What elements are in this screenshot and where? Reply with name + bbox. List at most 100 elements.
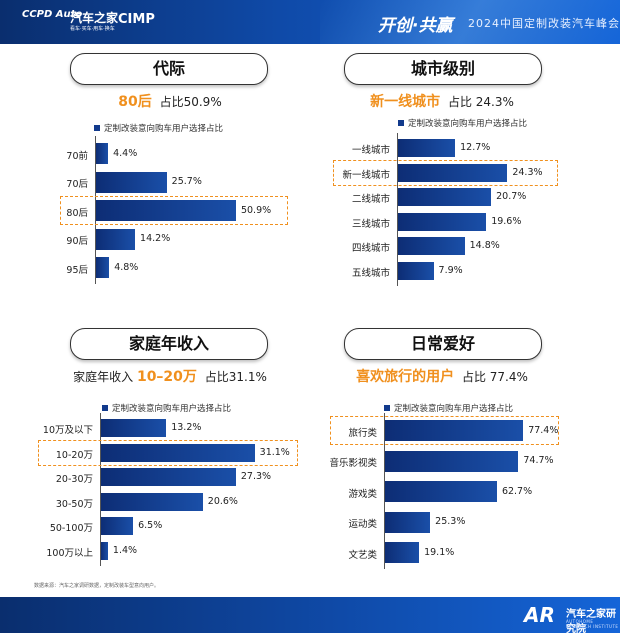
bar: [398, 237, 465, 255]
bar: [398, 212, 487, 231]
bar: [385, 420, 524, 441]
legend-label: 定制改装意向购车用户选择占比: [408, 119, 528, 129]
headline-generation: 80后 占比50.9%: [20, 91, 320, 111]
bar: [398, 261, 434, 280]
legend-swatch: [384, 405, 390, 411]
category-label: 30-50万: [55, 498, 93, 510]
legend-hobby: 定制改装意向购车用户选择占比: [384, 402, 513, 414]
value-label: 20.7%: [496, 191, 527, 202]
chart-axis: [100, 413, 101, 566]
value-label: 13.2%: [171, 422, 202, 433]
panel-title-generation: 代际: [70, 53, 268, 85]
category-label: 20-30万: [55, 474, 93, 485]
bar: [101, 492, 203, 511]
top-banner: CCPD Auto 汽车之家 看车·买车·用车·换车 CIMP 开创·共赢 20…: [0, 0, 620, 44]
value-label: 62.7%: [501, 485, 533, 497]
panel-title-hobby: 日常爱好: [344, 328, 542, 360]
brand-name: 汽车之家研究院: [566, 609, 616, 635]
legend-label: 定制改装意向购车用户选择占比: [394, 404, 514, 414]
category-label: 音乐影视类: [329, 458, 377, 469]
value-label: 19.1%: [424, 546, 455, 558]
category-label: 二线城市: [351, 194, 390, 205]
legend-label: 定制改装意向购车用户选择占比: [112, 404, 232, 414]
category-label: 50-100万: [49, 523, 93, 534]
headline-highlight: 喜欢旅行的用户: [356, 369, 455, 385]
value-label: 25.3%: [435, 516, 466, 527]
legend-swatch: [94, 125, 100, 131]
category-label: 四线城市: [351, 243, 390, 254]
legend-swatch: [102, 405, 108, 411]
brand-mark: AR: [524, 603, 555, 627]
headline-highlight: 新一线城市: [370, 94, 441, 110]
headline-share: 占比 77.4%: [461, 370, 528, 384]
category-label: 一线城市: [351, 145, 390, 156]
category-label: 70前: [66, 150, 88, 162]
category-label: 文艺类: [348, 549, 377, 561]
value-label: 14.2%: [140, 233, 171, 244]
event-subtitle: 2024中国定制改装汽车峰会: [468, 17, 620, 30]
headline-city-tier: 新一线城市 占比 24.3%: [292, 91, 592, 111]
category-label: 10万及以下: [42, 425, 93, 436]
value-label: 12.7%: [460, 142, 491, 153]
headline-highlight: 10–20万: [136, 369, 197, 385]
bar: [398, 139, 456, 157]
bar: [385, 481, 497, 502]
highlight-box: [333, 159, 558, 186]
bar: [96, 257, 110, 278]
headline-income: 家庭年收入 10–20万 占比31.1%: [20, 366, 320, 386]
category-label: 10-20万: [55, 449, 93, 461]
legend-swatch: [398, 120, 404, 126]
bar: [101, 419, 167, 437]
category-label: 80后: [66, 207, 88, 219]
chart-axis: [397, 133, 398, 286]
panel-title-income: 家庭年收入: [70, 328, 268, 360]
bar: [101, 541, 108, 560]
value-label: 20.6%: [207, 495, 238, 507]
category-label: 运动类: [348, 519, 377, 530]
value-label: 24.3%: [512, 166, 543, 178]
legend-label: 定制改装意向购车用户选择占比: [104, 124, 224, 134]
legend-city-tier: 定制改装意向购车用户选择占比: [398, 117, 527, 129]
chart-axis: [384, 413, 385, 569]
brand-sub: AUTOHOME RESEARCH INSTITUTE: [566, 619, 619, 629]
highlight-box: [60, 196, 288, 225]
bar: [385, 511, 431, 533]
category-label: 五线城市: [351, 267, 390, 279]
legend-income: 定制改装意向购车用户选择占比: [102, 402, 231, 414]
source-note: 数据来源：汽车之家调研数据，定制改装车型意向用户。: [34, 583, 160, 589]
value-label: 74.7%: [523, 455, 554, 466]
category-label: 70后: [66, 179, 88, 190]
chart-axis: [95, 136, 96, 284]
value-label: 7.9%: [438, 264, 463, 276]
bar: [398, 188, 492, 206]
event-title: 开创·共赢: [378, 16, 453, 36]
value-label: 19.6%: [491, 215, 522, 227]
headline-share: 占比50.9%: [159, 95, 222, 109]
bar: [385, 542, 420, 563]
headline-hobby: 喜欢旅行的用户 占比 77.4%: [292, 366, 592, 386]
bar: [101, 517, 134, 535]
bar: [101, 468, 236, 486]
headline-highlight: 80后: [118, 94, 152, 110]
logo-ccpd: CCPD Auto: [22, 9, 83, 20]
logo-autohome-sub: 看车·买车·用车·换车: [70, 26, 115, 32]
bar: [96, 171, 167, 193]
value-label: 4.4%: [113, 147, 138, 159]
value-label: 25.7%: [171, 176, 202, 187]
category-label: 三线城市: [351, 218, 390, 230]
bar: [96, 143, 109, 164]
value-label: 50.9%: [240, 204, 272, 216]
bottom-banner: [0, 597, 620, 633]
logo-autohome: 汽车之家: [70, 11, 119, 25]
highlight-box: [330, 416, 559, 445]
bar: [398, 163, 508, 182]
value-label: 14.8%: [469, 240, 500, 251]
value-label: 6.5%: [138, 520, 163, 531]
value-label: 31.1%: [259, 446, 290, 458]
category-label: 90后: [66, 236, 88, 247]
headline-share: 占比 24.3%: [447, 95, 514, 109]
logo-cimp: CIMP: [118, 12, 155, 27]
value-label: 1.4%: [112, 544, 138, 556]
headline-prefix: 家庭年收入: [73, 370, 134, 384]
bar: [96, 228, 136, 250]
